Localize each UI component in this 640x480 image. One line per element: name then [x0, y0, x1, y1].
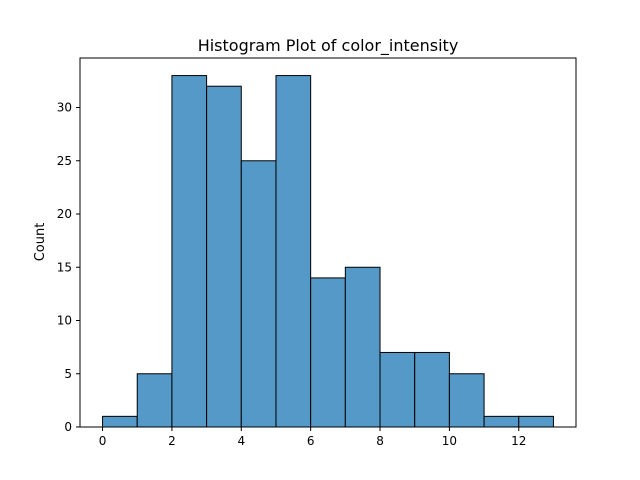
y-axis-label: Count — [33, 223, 48, 262]
histogram-bar-4 — [240, 160, 277, 428]
y-tick-label: 20 — [57, 207, 72, 221]
x-tick-label: 4 — [237, 434, 245, 448]
y-tick-label: 10 — [57, 314, 72, 328]
x-tick-label: 2 — [168, 434, 176, 448]
y-tick-label: 0 — [64, 420, 72, 434]
y-tick-label: 30 — [57, 101, 72, 115]
x-axis: 0 2 4 6 8 10 12 — [99, 427, 526, 448]
x-tick-label: 0 — [99, 434, 107, 448]
histogram-bar-8 — [379, 351, 416, 428]
x-tick-label: 8 — [376, 434, 384, 448]
bars-group — [102, 75, 554, 428]
histogram-bar-11 — [483, 415, 520, 428]
histogram-bar-10 — [448, 373, 485, 428]
plot-frame — [79, 57, 577, 428]
y-axis: 0 5 10 15 20 25 30 — [57, 101, 80, 434]
histogram-bar-6 — [310, 277, 346, 428]
y-tick-label: 15 — [57, 260, 72, 274]
histogram-bar-12 — [518, 415, 554, 428]
histogram-bar-0 — [102, 415, 138, 428]
histogram-bar-3 — [206, 85, 242, 428]
x-tick-label: 12 — [511, 434, 526, 448]
histogram-bar-9 — [414, 351, 450, 428]
x-tick-label: 6 — [307, 434, 315, 448]
y-tick-label: 25 — [57, 154, 72, 168]
y-tick-label: 5 — [64, 367, 72, 381]
histogram-bar-2 — [171, 75, 208, 428]
histogram-bar-7 — [344, 266, 381, 428]
histogram-bar-5 — [275, 75, 312, 428]
histogram-bar-1 — [136, 373, 173, 428]
x-tick-label: 10 — [442, 434, 457, 448]
chart-title: Histogram Plot of color_intensity — [198, 36, 459, 56]
